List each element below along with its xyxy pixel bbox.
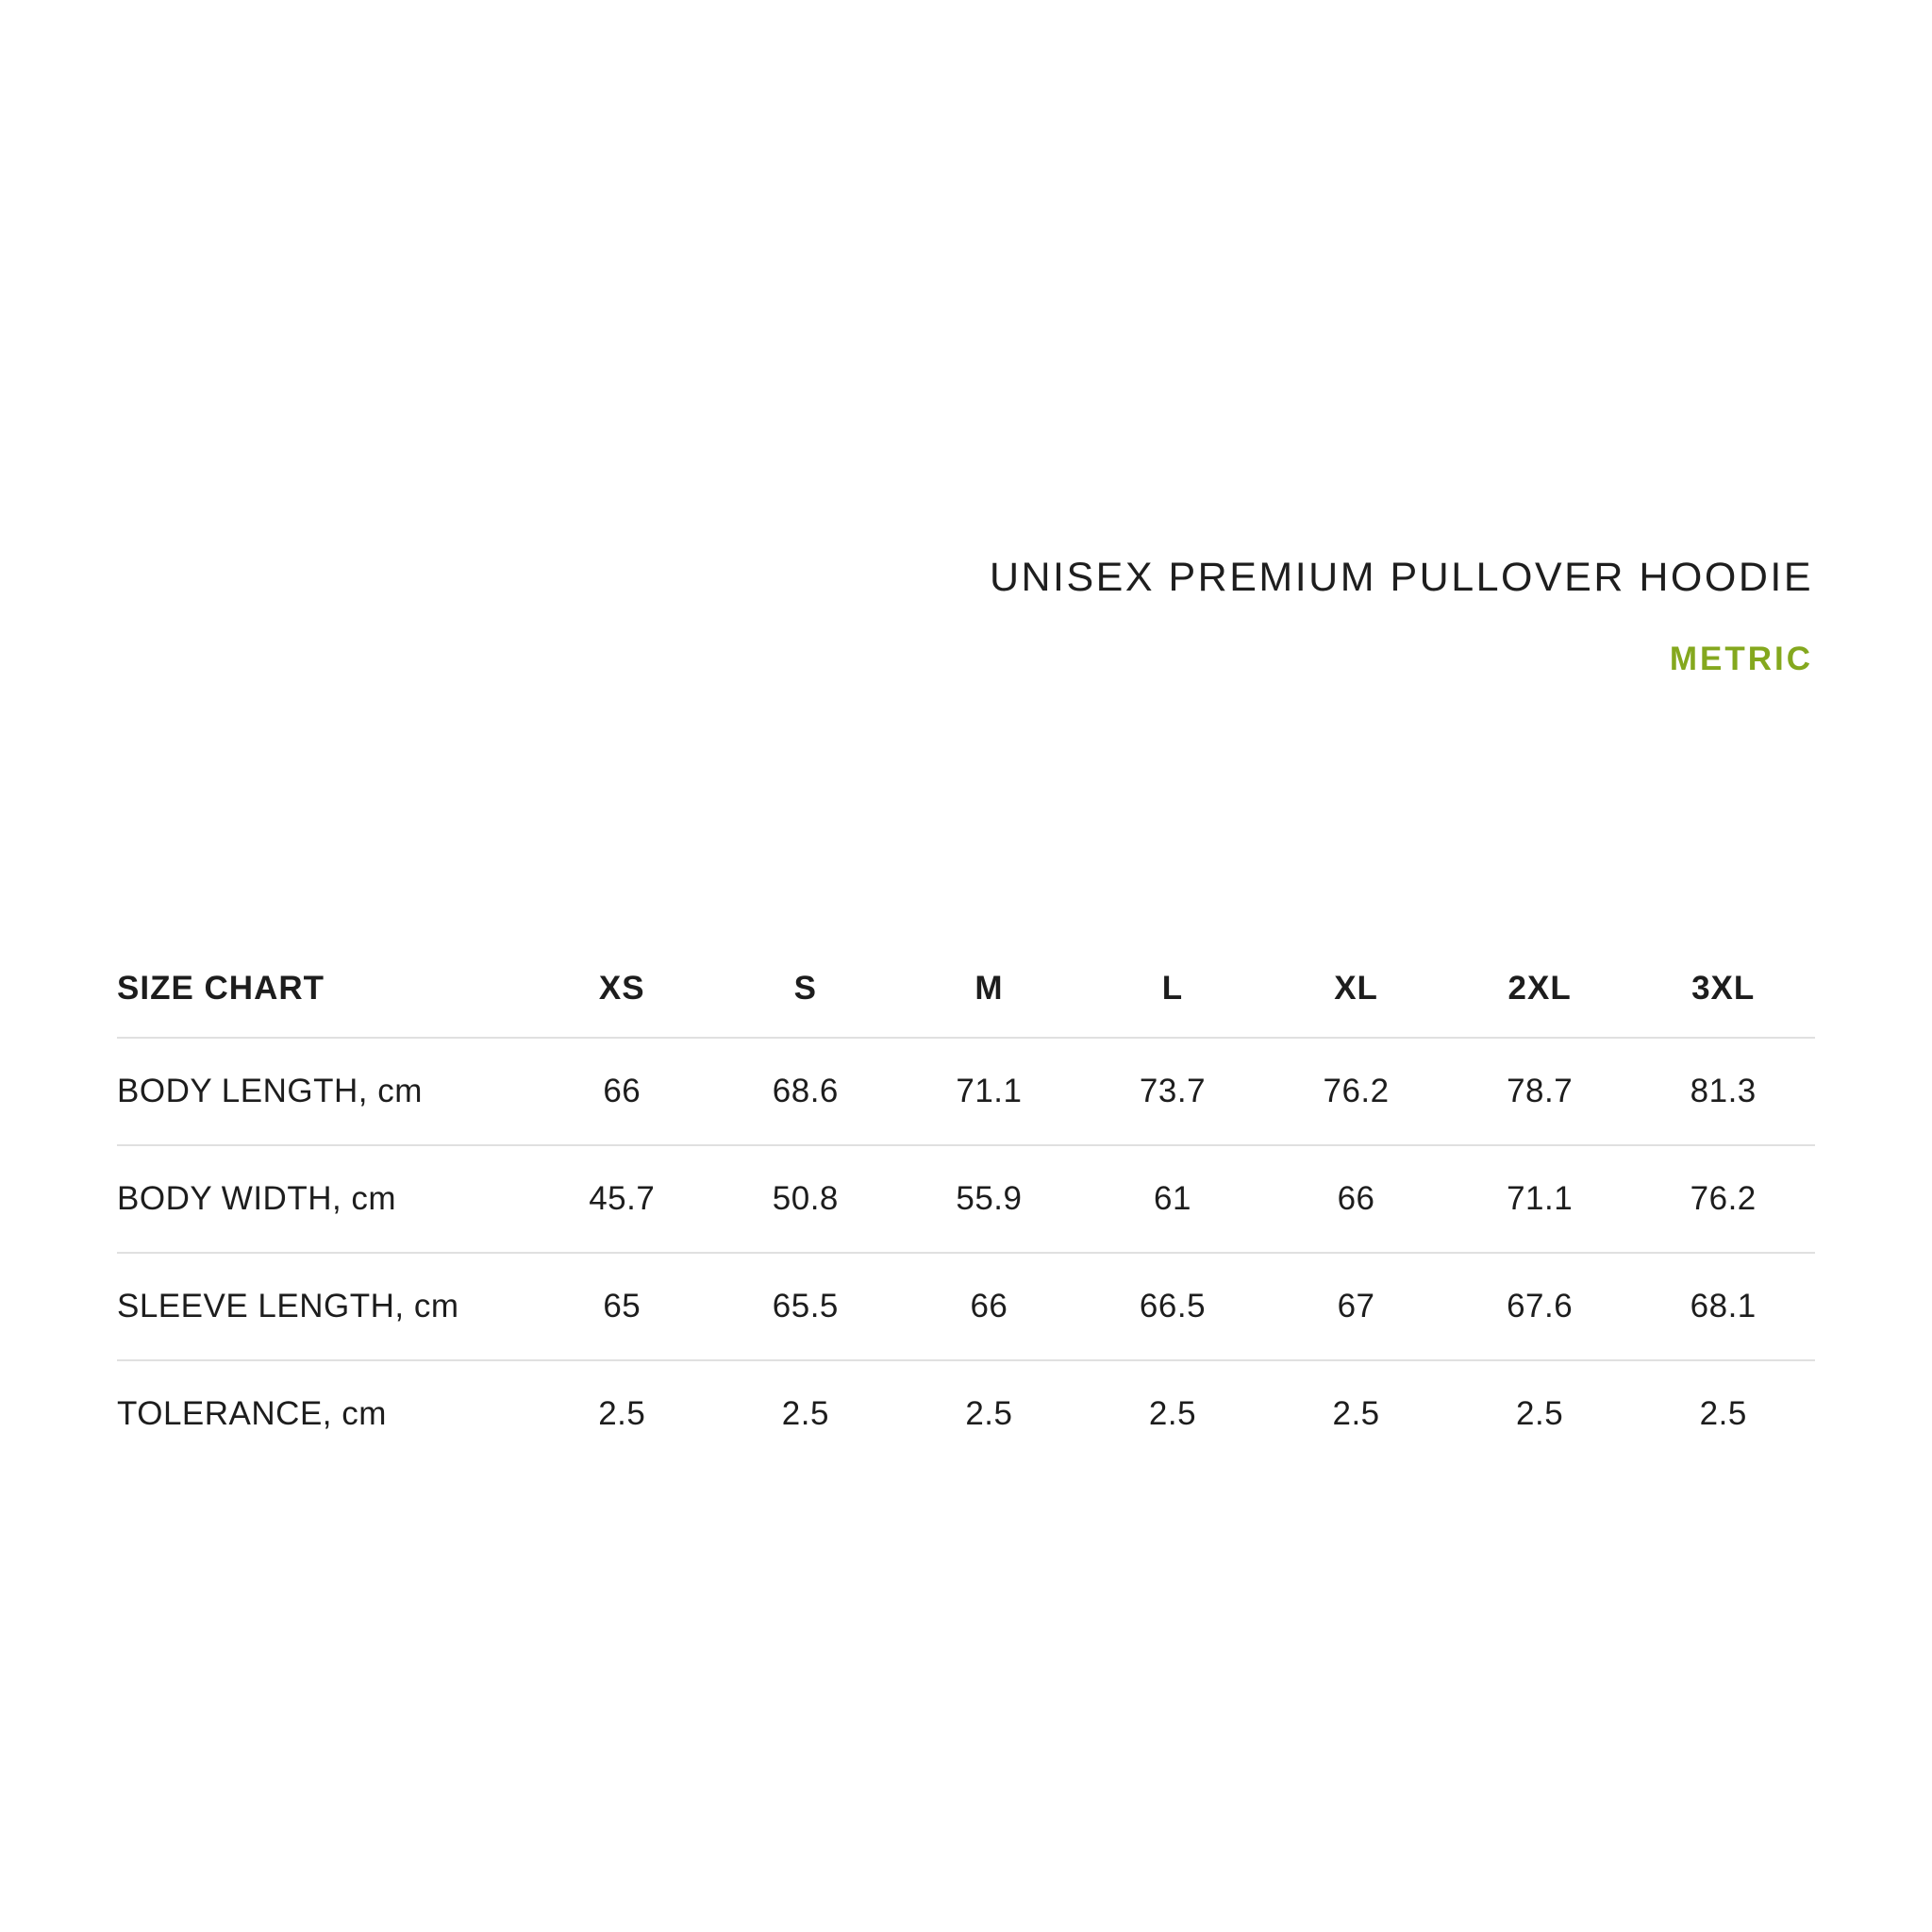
table-cell: 66 (1337, 1180, 1375, 1217)
table-cell: 2.5 (598, 1395, 646, 1432)
table-cell: 67 (1337, 1288, 1375, 1324)
table-cell: 2.5 (1699, 1395, 1747, 1432)
table-cell: 71.1 (1507, 1180, 1574, 1217)
table-cell: 66 (603, 1073, 641, 1109)
column-header-2xl: 2XL (1507, 970, 1572, 1007)
table-cell: 2.5 (1516, 1395, 1564, 1432)
table-row-body-length: BODY LENGTH, cm 66 68.6 71.1 73.7 76.2 7… (117, 1039, 1815, 1146)
column-header-m: M (974, 970, 1004, 1007)
table-cell: 76.2 (1323, 1073, 1390, 1109)
size-chart-heading: SIZE CHART (117, 970, 325, 1007)
table-cell: 66.5 (1139, 1288, 1207, 1324)
table-row-tolerance: TOLERANCE, cm 2.5 2.5 2.5 2.5 2.5 2.5 2.… (117, 1361, 1815, 1467)
table-cell: 81.3 (1690, 1073, 1757, 1109)
table-cell: 67.6 (1507, 1288, 1574, 1324)
size-chart-table: SIZE CHART XS S M L XL 2XL 3XL BODY LENG… (117, 941, 1815, 1467)
column-header-3xl: 3XL (1691, 970, 1756, 1007)
table-cell: 68.6 (772, 1073, 839, 1109)
column-header-l: L (1161, 970, 1184, 1007)
row-label: BODY WIDTH, cm (117, 1180, 397, 1217)
unit-label-metric: METRIC (1669, 641, 1813, 677)
table-cell: 2.5 (1148, 1395, 1197, 1432)
table-row-sleeve-length: SLEEVE LENGTH, cm 65 65.5 66 66.5 67 67.… (117, 1254, 1815, 1361)
row-label: TOLERANCE, cm (117, 1395, 387, 1432)
table-cell: 65 (603, 1288, 641, 1324)
table-cell: 65.5 (772, 1288, 839, 1324)
column-header-s: S (793, 970, 818, 1007)
product-title: UNISEX PREMIUM PULLOVER HOODIE (989, 555, 1813, 600)
table-cell: 2.5 (1332, 1395, 1380, 1432)
table-cell: 73.7 (1139, 1073, 1207, 1109)
table-row-body-width: BODY WIDTH, cm 45.7 50.8 55.9 61 66 71.1… (117, 1146, 1815, 1254)
table-header-row: SIZE CHART XS S M L XL 2XL 3XL (117, 941, 1815, 1039)
column-header-xs: XS (598, 970, 645, 1007)
row-label: BODY LENGTH, cm (117, 1073, 423, 1109)
table-cell: 50.8 (772, 1180, 839, 1217)
product-header: UNISEX PREMIUM PULLOVER HOODIE METRIC (990, 558, 1813, 676)
table-cell: 76.2 (1690, 1180, 1757, 1217)
table-cell: 61 (1154, 1180, 1191, 1217)
table-cell: 66 (970, 1288, 1008, 1324)
table-cell: 45.7 (589, 1180, 656, 1217)
table-cell: 2.5 (965, 1395, 1013, 1432)
table-cell: 68.1 (1690, 1288, 1757, 1324)
column-header-xl: XL (1334, 970, 1378, 1007)
table-cell: 2.5 (781, 1395, 829, 1432)
table-cell: 71.1 (956, 1073, 1023, 1109)
table-cell: 55.9 (956, 1180, 1023, 1217)
table-cell: 78.7 (1507, 1073, 1574, 1109)
row-label: SLEEVE LENGTH, cm (117, 1288, 459, 1324)
